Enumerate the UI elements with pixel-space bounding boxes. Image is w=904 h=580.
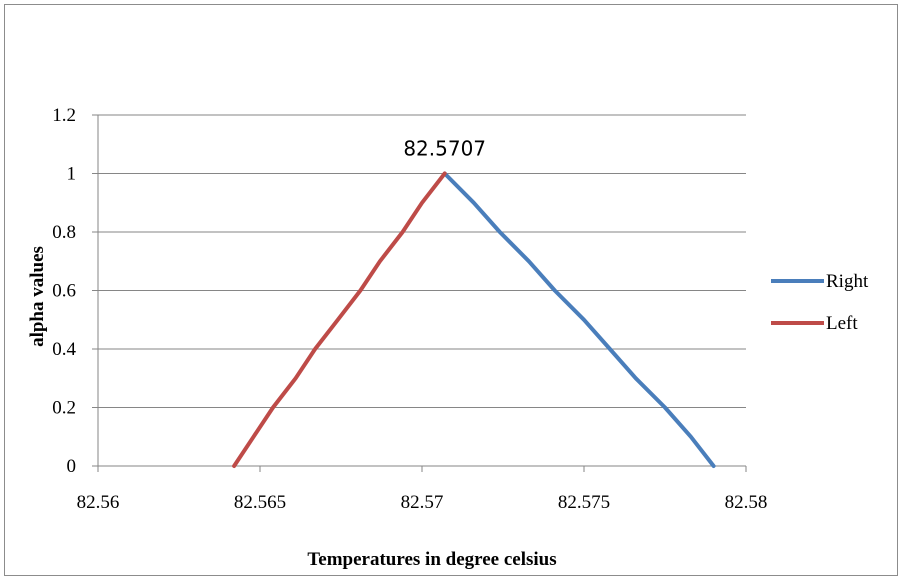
x-tick-label: 82.575: [558, 492, 610, 513]
axes: [92, 114, 747, 472]
series-lines: [232, 171, 716, 468]
legend: Right Left: [771, 271, 869, 334]
y-axis-title: alpha values: [27, 246, 48, 347]
y-tick-label: 0.8: [52, 222, 76, 243]
y-tick-label: 0.2: [52, 398, 76, 419]
y-tick-label: 1.2: [52, 105, 76, 126]
y-tick-label: 0.4: [52, 339, 76, 360]
x-tick-label: 82.565: [234, 492, 286, 513]
x-axis-title: Temperatures in degree celsius: [307, 549, 556, 570]
tick-labels: 0 0.2 0.4 0.6 0.8 1 1.2 82.56 82.565 82.57 82.575 8…: [52, 105, 767, 513]
x-tick-label: 82.58: [725, 492, 768, 513]
series-line-left: [232, 171, 447, 468]
series-line-right: [442, 171, 716, 468]
legend-label-left: Left: [826, 313, 858, 334]
y-tick-label: 1: [67, 164, 77, 185]
gridlines: [98, 114, 746, 408]
y-tick-label: 0: [67, 456, 77, 477]
x-tick-label: 82.57: [401, 492, 444, 513]
y-tick-label: 0.6: [52, 281, 76, 302]
peak-annotation: 82.5707: [403, 137, 486, 161]
x-tick-label: 82.56: [77, 492, 120, 513]
legend-label-right: Right: [826, 271, 869, 292]
